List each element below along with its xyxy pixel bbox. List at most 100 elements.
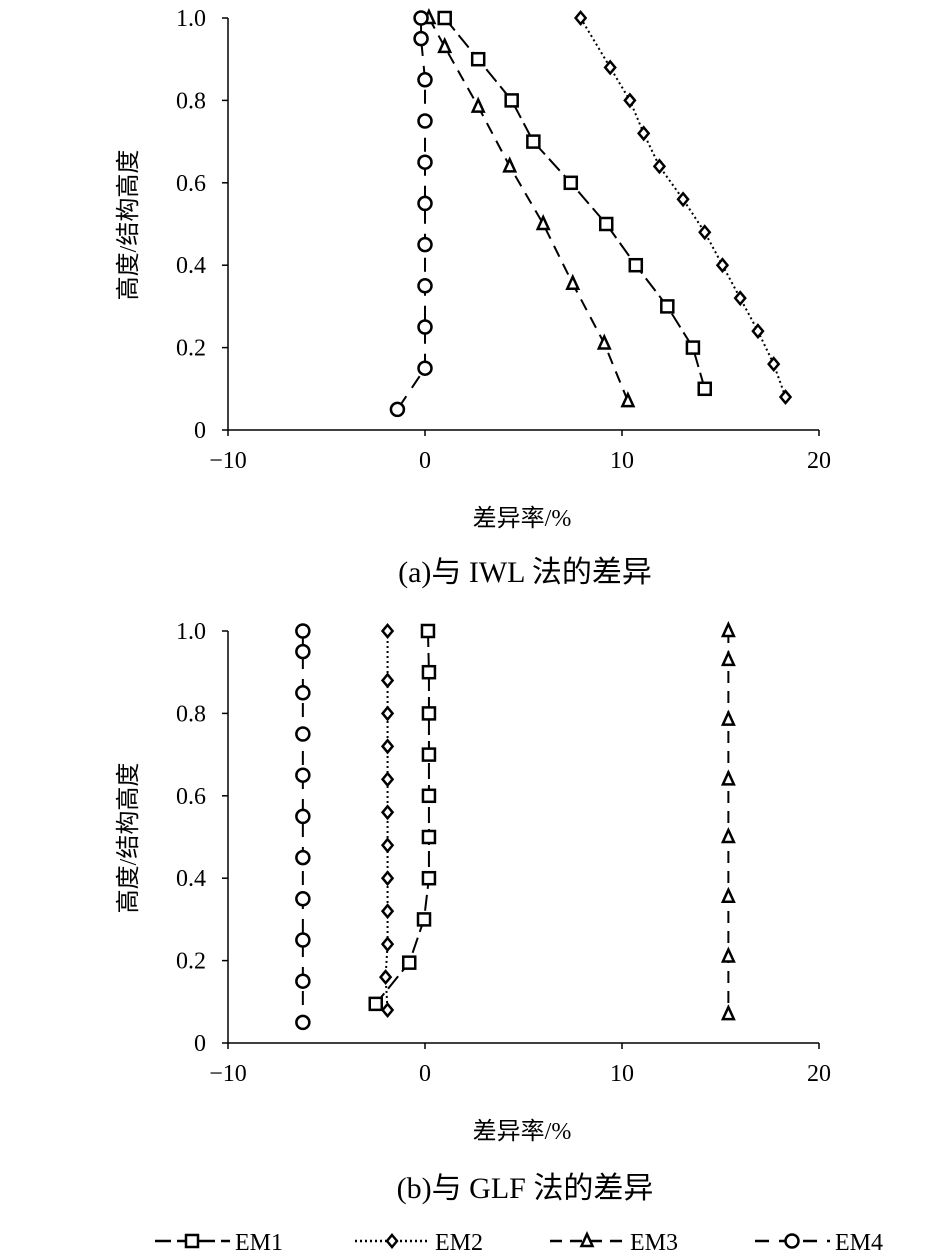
- y-tick-label: 0.8: [176, 701, 206, 727]
- series-EM4: [389, 10, 433, 418]
- square-marker: [401, 955, 417, 970]
- legend-label: EM1: [235, 1230, 283, 1256]
- circle-marker: [413, 30, 429, 47]
- series-line: [443, 17, 706, 390]
- series-line: [374, 630, 430, 1005]
- square-marker: [598, 216, 614, 232]
- series-EM4: [295, 623, 311, 1031]
- diamond-marker: [676, 191, 690, 208]
- diamond-marker: [380, 837, 395, 854]
- legend-label: EM3: [630, 1230, 678, 1256]
- circle-marker: [417, 154, 433, 170]
- diamond-marker: [603, 59, 617, 76]
- legend-item-EM1: EM1: [155, 1230, 283, 1256]
- triangle-marker: [720, 620, 736, 638]
- x-tick-label: 0: [419, 448, 431, 474]
- x-tick-label: 20: [807, 1061, 831, 1087]
- triangle-marker: [437, 36, 453, 54]
- y-tick-label: 0: [194, 418, 206, 444]
- diamond-marker: [380, 870, 395, 887]
- diamond-marker: [698, 224, 712, 241]
- triangle-marker: [579, 1230, 595, 1248]
- circle-marker: [295, 808, 311, 825]
- series-line: [396, 18, 426, 410]
- diamond-marker: [380, 705, 395, 722]
- legend-item-EM4: EM4: [755, 1230, 883, 1256]
- series-EM3: [421, 7, 636, 408]
- x-tick-label: 20: [807, 448, 831, 474]
- triangle-marker: [620, 391, 636, 408]
- diamond-marker: [385, 1233, 399, 1249]
- circle-marker: [295, 849, 311, 866]
- triangle-marker: [720, 649, 736, 667]
- triangle-marker: [470, 96, 486, 113]
- y-tick-label: 0.6: [176, 784, 206, 810]
- y-tick-label: 1.0: [176, 6, 206, 32]
- y-tick-label: 0: [194, 1031, 206, 1057]
- circle-marker: [295, 643, 311, 660]
- circle-marker: [295, 932, 311, 948]
- diamond-marker: [380, 771, 395, 788]
- triangle-marker: [720, 826, 736, 844]
- diamond-marker: [715, 257, 730, 274]
- y-tick-label: 0.8: [176, 88, 206, 114]
- square-marker: [628, 257, 644, 273]
- series-EM1: [368, 623, 437, 1012]
- chart-caption: (a)与 IWL 法的差异: [398, 556, 652, 589]
- x-tick-label: 10: [610, 1061, 634, 1087]
- diamond-marker: [380, 738, 395, 755]
- diamond-marker: [751, 323, 765, 340]
- triangle-marker: [596, 333, 612, 350]
- diamond-marker: [652, 158, 667, 175]
- square-marker: [421, 747, 437, 762]
- circle-marker: [417, 319, 433, 335]
- circle-marker: [389, 401, 406, 418]
- square-marker: [421, 706, 437, 721]
- y-tick-label: 1.0: [176, 619, 206, 645]
- circle-marker: [295, 1014, 311, 1031]
- square-marker: [697, 381, 712, 397]
- triangle-marker: [720, 1004, 736, 1021]
- diamond-marker: [380, 936, 395, 953]
- square-marker: [421, 664, 437, 680]
- legend-item-EM2: EM2: [355, 1230, 483, 1256]
- square-marker: [660, 299, 675, 314]
- y-tick-label: 0.2: [176, 949, 206, 975]
- circle-marker: [417, 278, 433, 294]
- legend-label: EM4: [835, 1230, 883, 1256]
- square-marker: [421, 788, 437, 804]
- y-tick-label: 0.6: [176, 171, 206, 197]
- circle-marker: [295, 685, 311, 701]
- square-marker: [420, 623, 436, 639]
- circle-marker: [417, 360, 433, 376]
- legend: EM1 EM2 EM3 EM4: [155, 1230, 883, 1256]
- legend-label: EM2: [435, 1230, 483, 1256]
- diamond-marker: [637, 125, 651, 142]
- square-marker: [437, 10, 452, 26]
- circle-marker: [295, 623, 311, 639]
- series-EM3: [720, 620, 736, 1021]
- series-line: [579, 17, 787, 398]
- triangle-marker: [720, 946, 736, 963]
- chart-a: −10 0 10 2000.20.40.60.81.0差异率/%高度/结构高度(a)与…: [115, 6, 831, 589]
- diamond-marker: [574, 10, 588, 26]
- x-axis-label: 差异率/%: [473, 1118, 572, 1145]
- square-marker: [421, 870, 437, 886]
- square-marker: [368, 996, 383, 1012]
- x-axis-label: 差异率/%: [473, 505, 572, 532]
- legend-item-EM3: EM3: [550, 1230, 678, 1256]
- y-tick-label: 0.2: [176, 336, 206, 362]
- square-marker: [504, 93, 519, 108]
- series-EM2: [574, 10, 793, 405]
- diamond-marker: [778, 389, 793, 405]
- triangle-marker: [720, 709, 736, 726]
- series-EM1: [437, 10, 712, 397]
- square-marker: [563, 175, 579, 191]
- chart-caption: (b)与 GLF 法的差异: [397, 1172, 654, 1205]
- series-EM2: [378, 623, 395, 1018]
- circle-marker: [417, 236, 433, 253]
- diamond-marker: [380, 804, 395, 821]
- x-tick-label: 10: [610, 448, 634, 474]
- circle-marker: [417, 113, 433, 129]
